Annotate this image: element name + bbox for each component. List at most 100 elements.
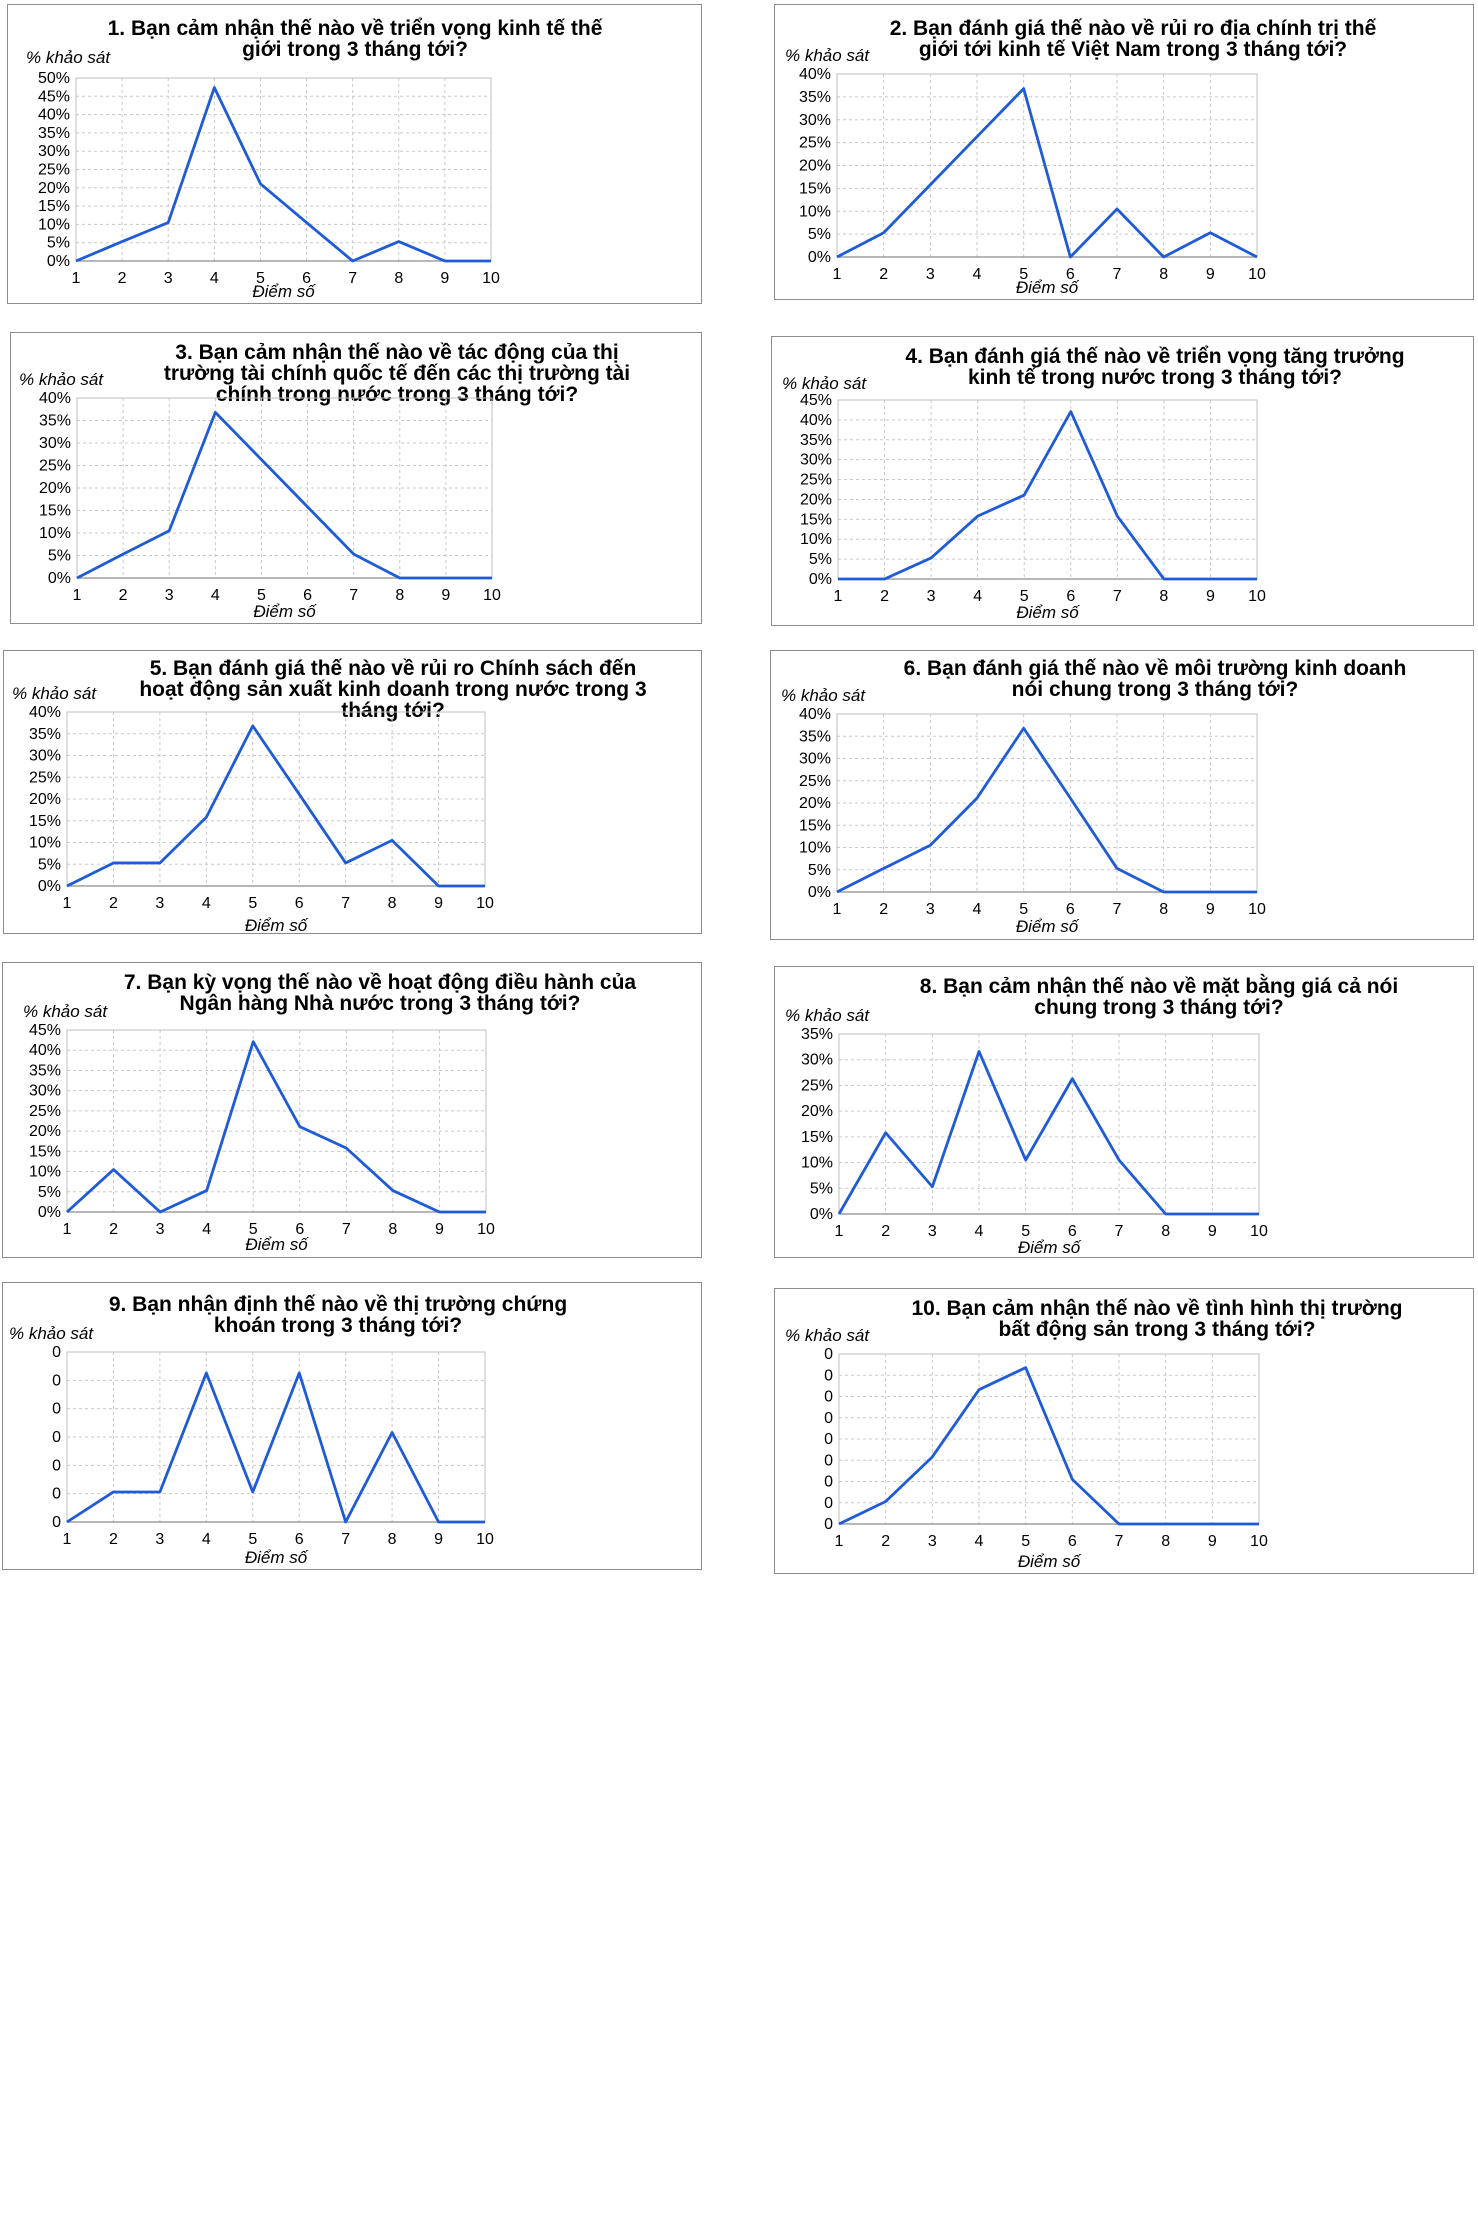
y-tick-label: 30% — [29, 748, 61, 765]
y-axis-label: % khảo sát — [782, 374, 867, 393]
y-tick-label: 25% — [29, 1103, 61, 1120]
x-tick-label: 2 — [879, 901, 888, 918]
x-tick-label: 7 — [349, 587, 358, 604]
y-tick-label: 0% — [38, 878, 61, 895]
y-tick-label: 5% — [47, 235, 70, 252]
x-tick-label: 2 — [881, 1223, 890, 1240]
x-tick-label: 3 — [928, 1223, 937, 1240]
y-tick-label: 40% — [799, 66, 831, 83]
y-axis-label: % khảo sát — [785, 1326, 870, 1345]
chart-panel-1: 1. Bạn cảm nhận thế nào về triển vọng ki… — [7, 4, 702, 304]
x-tick-label: 10 — [1248, 588, 1266, 605]
y-tick-label: 25% — [799, 773, 831, 790]
y-tick-label: 0% — [38, 1204, 61, 1221]
y-tick-label: 40% — [800, 412, 832, 429]
chart-title-line: khoán trong 3 tháng tới? — [214, 1314, 462, 1337]
chart-title-line: 9. Bạn nhận định thế nào về thị trường c… — [109, 1293, 567, 1316]
y-tick-label: 0 — [52, 1344, 61, 1361]
x-tick-label: 10 — [476, 1531, 494, 1548]
x-tick-label: 8 — [388, 1531, 397, 1548]
x-tick-label: 5 — [1019, 901, 1028, 918]
y-tick-label: 20% — [29, 791, 61, 808]
x-tick-label: 8 — [394, 270, 403, 287]
x-tick-label: 5 — [1020, 588, 1029, 605]
y-tick-label: 10% — [38, 216, 70, 233]
chart-6: 6. Bạn đánh giá thế nào về môi trường ki… — [781, 657, 1407, 936]
x-tick-label: 4 — [202, 895, 211, 912]
y-tick-label: 10% — [801, 1155, 833, 1172]
chart-title: 5. Bạn đánh giá thế nào về rủi ro Chính … — [139, 657, 646, 722]
x-axis-label: Điểm số — [1018, 1552, 1082, 1571]
chart-panel-5: 5. Bạn đánh giá thế nào về rủi ro Chính … — [3, 650, 702, 935]
y-tick-label: 40% — [38, 107, 70, 124]
x-tick-label: 2 — [118, 270, 127, 287]
chart-9: 9. Bạn nhận định thế nào về thị trường c… — [9, 1293, 567, 1567]
series-line — [837, 1050, 1259, 1216]
y-tick-label: 15% — [39, 503, 71, 520]
x-tick-label: 7 — [348, 270, 357, 287]
y-tick-label: 25% — [799, 135, 831, 152]
chart-panel-q9-drawn: 9. Bạn nhận định thế nào về thị trường c… — [2, 1282, 702, 1570]
x-tick-label: 9 — [441, 587, 450, 604]
y-tick-label: 5% — [48, 548, 71, 565]
chart-title-line: 6. Bạn đánh giá thế nào về môi trường ki… — [904, 657, 1407, 680]
series-line — [76, 411, 492, 580]
chart-title-line: chính trong nước trong 3 tháng tới? — [216, 383, 578, 406]
y-tick-label: 30% — [29, 1083, 61, 1100]
x-tick-label: 10 — [1250, 1533, 1268, 1550]
y-tick-label: 5% — [809, 551, 832, 568]
x-tick-label: 6 — [1068, 1223, 1077, 1240]
y-tick-label: 0 — [52, 1457, 61, 1474]
x-tick-label: 6 — [295, 1531, 304, 1548]
x-tick-label: 1 — [835, 1533, 844, 1550]
x-tick-label: 8 — [1159, 588, 1168, 605]
x-tick-label: 8 — [1159, 901, 1168, 918]
plot-area — [837, 399, 1258, 580]
y-tick-label: 50% — [38, 70, 70, 87]
y-tick-label: 30% — [799, 751, 831, 768]
y-tick-label: 10% — [800, 531, 832, 548]
x-tick-label: 3 — [155, 895, 164, 912]
chart-title-line: kinh tế trong nước trong 3 tháng tới? — [968, 366, 1342, 389]
x-tick-label: 7 — [342, 1221, 351, 1238]
chart-title-line: 1. Bạn cảm nhận thế nào về triển vọng ki… — [108, 17, 603, 40]
x-tick-label: 3 — [156, 1221, 165, 1238]
chart-title-line: chung trong 3 tháng tới? — [1034, 996, 1283, 1019]
x-tick-label: 8 — [388, 895, 397, 912]
y-tick-label: 25% — [800, 472, 832, 489]
y-tick-label: 30% — [39, 435, 71, 452]
x-tick-label: 10 — [476, 895, 494, 912]
chart-10: 10. Bạn cảm nhận thế nào về tình hình th… — [785, 1297, 1403, 1571]
chart-title: 3. Bạn cảm nhận thế nào về tác động của … — [164, 341, 630, 406]
chart-panel-3: 3. Bạn cảm nhận thế nào về tác động của … — [10, 332, 702, 624]
chart-5: 5. Bạn đánh giá thế nào về rủi ro Chính … — [12, 657, 647, 935]
x-tick-label: 2 — [119, 587, 128, 604]
x-tick-label: 6 — [302, 270, 311, 287]
x-tick-label: 7 — [1113, 901, 1122, 918]
chart-title-line: Ngân hàng Nhà nước trong 3 tháng tới? — [180, 992, 581, 1015]
x-tick-label: 4 — [211, 587, 220, 604]
x-tick-label: 3 — [927, 588, 936, 605]
y-tick-label: 0 — [824, 1495, 833, 1512]
chart-title-line: tháng tới? — [341, 699, 445, 722]
y-tick-label: 45% — [29, 1022, 61, 1039]
x-tick-label: 1 — [73, 587, 82, 604]
x-tick-label: 4 — [973, 266, 982, 283]
y-tick-label: 45% — [38, 88, 70, 105]
y-tick-label: 40% — [39, 390, 71, 407]
x-tick-label: 1 — [834, 588, 843, 605]
x-tick-label: 4 — [973, 901, 982, 918]
x-tick-label: 3 — [926, 901, 935, 918]
y-tick-label: 20% — [29, 1123, 61, 1140]
chart-title-line: 2. Bạn đánh giá thế nào về rủi ro địa ch… — [890, 17, 1377, 40]
series-line — [836, 726, 1257, 894]
chart-2: 2. Bạn đánh giá thế nào về rủi ro địa ch… — [785, 17, 1377, 297]
x-tick-label: 8 — [1161, 1533, 1170, 1550]
x-tick-label: 5 — [248, 895, 257, 912]
y-tick-label: 25% — [29, 769, 61, 786]
x-tick-label: 2 — [879, 266, 888, 283]
y-tick-label: 5% — [38, 856, 61, 873]
y-tick-label: 25% — [38, 162, 70, 179]
x-tick-label: 6 — [1066, 266, 1075, 283]
x-tick-label: 1 — [835, 1223, 844, 1240]
